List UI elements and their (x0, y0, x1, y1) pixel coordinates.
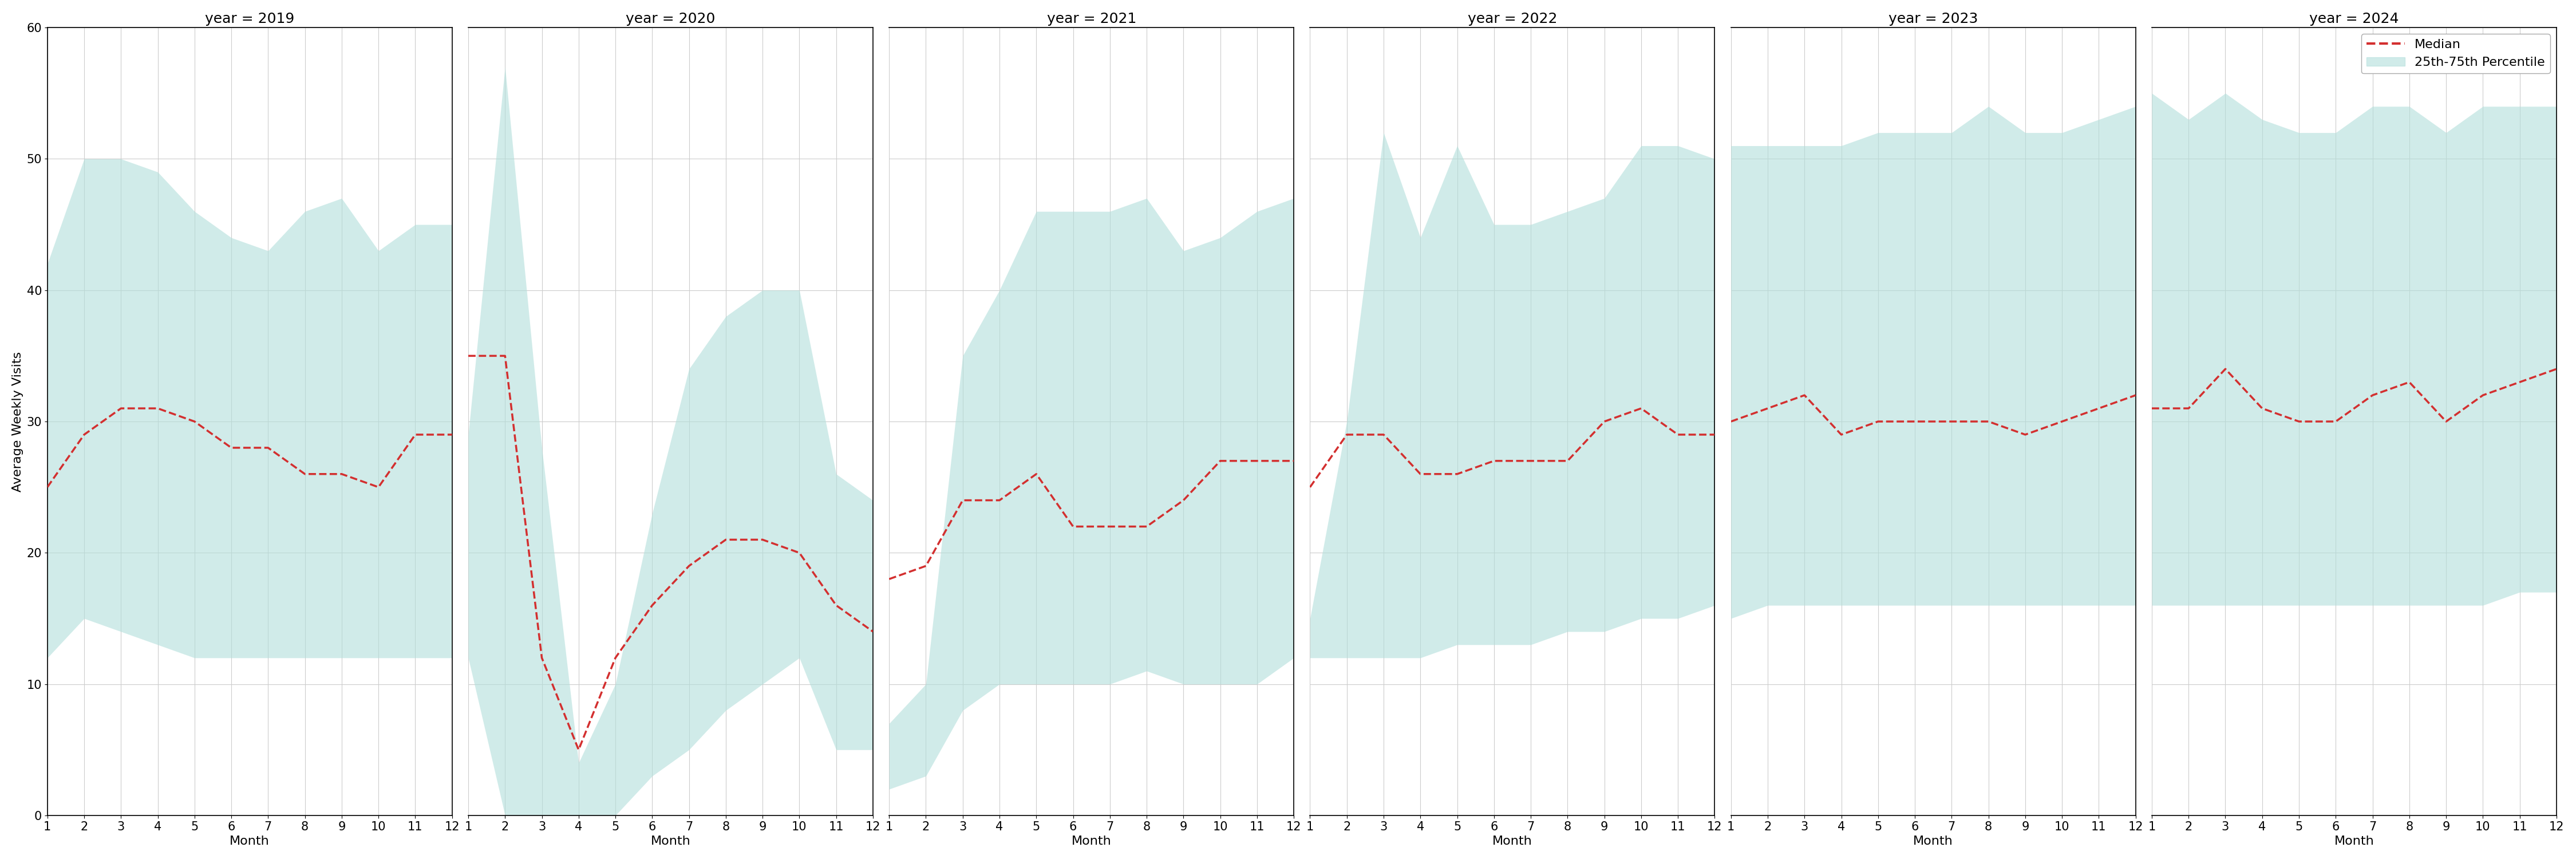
Title: year = 2021: year = 2021 (1046, 12, 1136, 26)
X-axis label: Month: Month (652, 836, 690, 847)
Title: year = 2023: year = 2023 (1888, 12, 1978, 26)
X-axis label: Month: Month (229, 836, 270, 847)
Title: year = 2024: year = 2024 (2308, 12, 2398, 26)
Legend: Median, 25th-75th Percentile: Median, 25th-75th Percentile (2362, 34, 2550, 73)
Y-axis label: Average Weekly Visits: Average Weekly Visits (13, 351, 23, 491)
X-axis label: Month: Month (1914, 836, 1953, 847)
Title: year = 2019: year = 2019 (206, 12, 294, 26)
X-axis label: Month: Month (2334, 836, 2375, 847)
Title: year = 2022: year = 2022 (1468, 12, 1556, 26)
Title: year = 2020: year = 2020 (626, 12, 716, 26)
X-axis label: Month: Month (1492, 836, 1533, 847)
X-axis label: Month: Month (1072, 836, 1110, 847)
